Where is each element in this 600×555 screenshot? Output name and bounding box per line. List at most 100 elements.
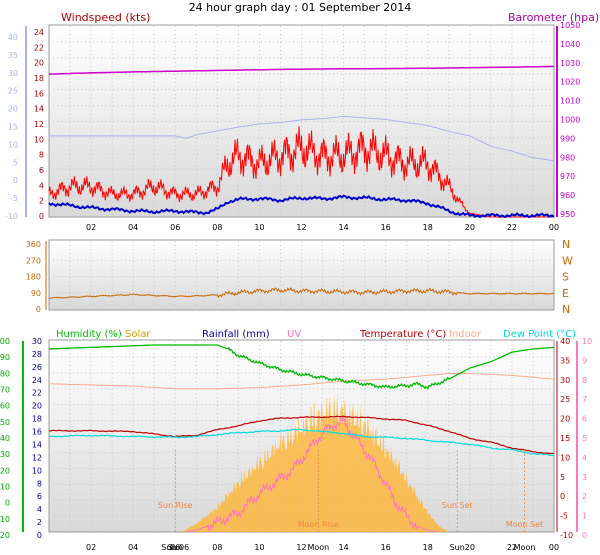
x-tick-label: 12 bbox=[296, 223, 306, 232]
legend-entry: Rainfall (mm) bbox=[202, 329, 270, 340]
y-tick-label: 1040 bbox=[560, 40, 580, 49]
y-tick-label: 0 bbox=[560, 492, 565, 501]
rise-set-label: Sun Rise bbox=[158, 501, 193, 510]
x-marker-label: Sun bbox=[168, 543, 183, 552]
barometer-axis-label: Barometer (hpa) bbox=[508, 11, 599, 24]
y-tick-label: 5 bbox=[13, 158, 18, 167]
x-tick-label: 16 bbox=[381, 223, 391, 232]
y-tick-label: 25 bbox=[8, 87, 18, 96]
y-tick-label: 0 bbox=[582, 531, 587, 540]
y-tick-label: 35 bbox=[560, 356, 570, 365]
y-tick-label: 90 bbox=[31, 289, 41, 298]
y-tick-label: 1 bbox=[582, 512, 587, 521]
x-tick-label: 18 bbox=[423, 543, 433, 552]
y-tick-label: 0 bbox=[39, 212, 44, 221]
x-tick-label: 08 bbox=[212, 223, 222, 232]
y-tick-label: 8 bbox=[582, 376, 587, 385]
y-tick-label: 2 bbox=[39, 197, 44, 206]
y-tick-label: 20 bbox=[32, 402, 42, 411]
y-tick-label: 12 bbox=[32, 453, 42, 462]
series-lines bbox=[48, 344, 555, 533]
y-tick-label: 0 bbox=[5, 499, 10, 508]
solar-uv-area bbox=[181, 392, 449, 532]
x-marker-label: Moon bbox=[307, 543, 329, 552]
y-tick-label: 14 bbox=[34, 105, 44, 114]
y-tick-label: 9 bbox=[582, 356, 587, 365]
y-tick-label: 4 bbox=[582, 453, 587, 462]
y-tick-label: 0 bbox=[13, 176, 18, 185]
legend-entry: Humidity (%) bbox=[56, 329, 122, 340]
grid bbox=[49, 26, 554, 217]
y-tick-label: 20 bbox=[560, 415, 570, 424]
x-tick-label: 22 bbox=[507, 543, 517, 552]
y-tick-label: 1020 bbox=[560, 78, 580, 87]
x-marker-label: Moon bbox=[514, 543, 536, 552]
y-tick-label: 3 bbox=[582, 473, 587, 482]
x-tick-label: 10 bbox=[254, 543, 264, 552]
y-tick-label: 100 bbox=[0, 337, 10, 346]
legend-entry: UV bbox=[287, 329, 301, 340]
y-tick-label: 22 bbox=[34, 43, 44, 52]
uv-line bbox=[185, 415, 439, 533]
indoor-line bbox=[48, 373, 555, 390]
y-tick-label: 10 bbox=[34, 135, 44, 144]
y-tick-label: 24 bbox=[34, 28, 44, 37]
y-tick-label: 22 bbox=[32, 389, 42, 398]
y-tick-label: 6 bbox=[39, 166, 44, 175]
y-tick-label: 60 bbox=[0, 402, 10, 411]
x-tick-label: 20 bbox=[465, 223, 475, 232]
y-tick-label: 990 bbox=[560, 134, 575, 143]
y-tick-label: 1050 bbox=[560, 21, 580, 30]
x-tick-label: 04 bbox=[128, 223, 138, 232]
y-tick-label: 16 bbox=[34, 89, 44, 98]
y-tick-label: 7 bbox=[582, 395, 587, 404]
y-tick-label: 6 bbox=[37, 492, 42, 501]
baseline-trace-line bbox=[49, 115, 555, 162]
y-tick-label: 40 bbox=[8, 33, 18, 42]
x-marker-label: Sun 06 bbox=[161, 543, 189, 552]
x-tick-label: 00 bbox=[549, 223, 559, 232]
compass-label: N bbox=[562, 303, 570, 316]
y-tick-label: -10 bbox=[0, 515, 10, 524]
gust-line bbox=[48, 126, 554, 218]
x-tick-label: 02 bbox=[86, 543, 96, 552]
axis-ticks: 1009080706050403020100-10-20302826242220… bbox=[0, 337, 592, 552]
compass-label: W bbox=[562, 254, 573, 267]
x-marker-label: Sun bbox=[450, 543, 465, 552]
humidity-line bbox=[48, 344, 554, 390]
rise-set-label: Sun Set bbox=[442, 501, 473, 510]
y-tick-label: 10 bbox=[582, 337, 592, 346]
y-tick-label: 10 bbox=[8, 140, 18, 149]
y-tick-label: 16 bbox=[32, 428, 42, 437]
y-tick-label: 10 bbox=[560, 453, 570, 462]
legend-entry: Indoor bbox=[449, 329, 482, 340]
x-tick-label: 14 bbox=[338, 543, 348, 552]
y-tick-label: 15 bbox=[560, 434, 570, 443]
y-tick-label: 80 bbox=[0, 369, 10, 378]
y-tick-label: 0 bbox=[36, 305, 41, 314]
y-tick-label: 14 bbox=[32, 440, 42, 449]
windspeed-axis-label: Windspeed (kts) bbox=[61, 11, 150, 24]
y-tick-label: 2 bbox=[582, 492, 587, 501]
y-tick-label: 30 bbox=[0, 450, 10, 459]
x-tick-label: 08 bbox=[212, 543, 222, 552]
y-tick-label: 20 bbox=[8, 105, 18, 114]
compass-label: E bbox=[562, 287, 569, 300]
series-lines bbox=[48, 65, 555, 219]
y-tick-label: 25 bbox=[560, 395, 570, 404]
y-tick-label: 5 bbox=[582, 434, 587, 443]
x-tick-label: 06 bbox=[170, 543, 180, 552]
x-tick-label: 04 bbox=[128, 543, 138, 552]
wind-barometer-panel: 2422201816141210864204035302520151050-5-… bbox=[5, 11, 599, 232]
y-tick-label: 1030 bbox=[560, 59, 580, 68]
y-tick-label: 18 bbox=[32, 415, 42, 424]
y-tick-label: 26 bbox=[32, 363, 42, 372]
x-tick-label: 22 bbox=[507, 223, 517, 232]
y-tick-label: 28 bbox=[32, 350, 42, 359]
dew-point-line bbox=[48, 428, 555, 457]
y-tick-label: 960 bbox=[560, 191, 575, 200]
wind-direction-line bbox=[48, 287, 555, 300]
compass-label: S bbox=[562, 271, 569, 284]
